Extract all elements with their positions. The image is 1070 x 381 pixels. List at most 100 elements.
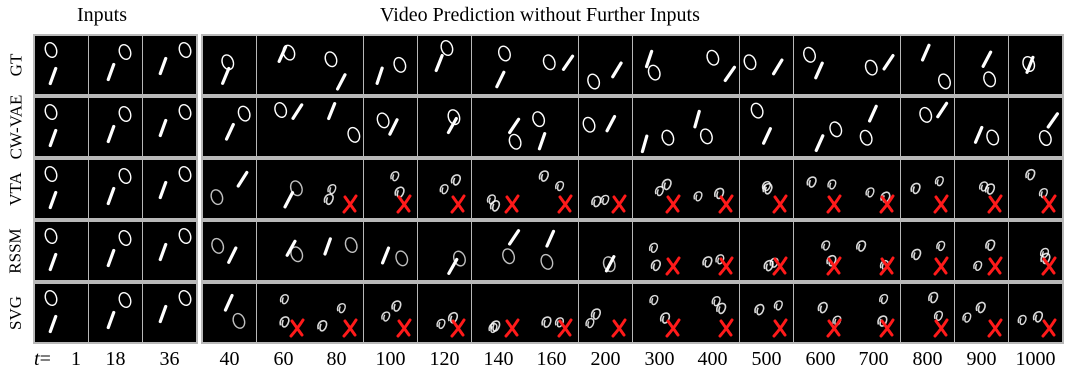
- digit-one-glyph: [981, 50, 993, 68]
- failure-cross-mark: [879, 194, 895, 214]
- frame-image: [224, 105, 251, 141]
- blurry-digit-glyph: [381, 311, 391, 322]
- digit-zero-glyph: [274, 102, 288, 119]
- digit-zero-glyph: [347, 126, 361, 143]
- digit-one-glyph: [882, 53, 895, 71]
- blurry-digit-glyph: [450, 174, 461, 186]
- blurry-digit-glyph: [538, 170, 549, 182]
- frame-cw-vae-t1000: [1009, 98, 1062, 156]
- timestep-label-80: 80: [326, 348, 347, 370]
- digit-zero-glyph: [919, 106, 933, 123]
- failure-cross-mark: [557, 194, 573, 214]
- row-label-text: SVG: [6, 295, 26, 331]
- digit-one-glyph: [283, 191, 295, 209]
- frame-gt-t900: [955, 36, 1008, 94]
- frame-cw-vae-t900: [955, 98, 1008, 156]
- row-label-text: CW-VAE: [6, 94, 26, 160]
- digit-one-glyph: [380, 246, 391, 265]
- digit-one-glyph: [285, 239, 297, 257]
- timestep-label-120: 120: [429, 348, 460, 370]
- failure-cross-mark: [396, 194, 412, 214]
- frame-svg-t300: [633, 284, 686, 342]
- frame-rssm-t800: [901, 222, 954, 280]
- frame-image: [1022, 55, 1036, 74]
- digit-zero-glyph: [211, 237, 225, 254]
- digit-one-glyph: [1046, 112, 1060, 129]
- failure-cross-mark: [611, 318, 627, 338]
- frame-rssm-t300: [633, 222, 686, 280]
- frame-gt-t100: [364, 36, 417, 94]
- frame-cw-vae-t18: [89, 98, 142, 156]
- blurry-digit-glyph: [865, 187, 875, 198]
- blurry-digit-glyph: [806, 176, 817, 188]
- frame-rssm-t400: [686, 222, 739, 280]
- blurry-digit-glyph: [489, 200, 501, 212]
- frame-svg-t40: [203, 284, 256, 342]
- frame-image: [106, 44, 132, 82]
- digit-one-glyph: [973, 125, 984, 144]
- frame-image: [277, 44, 296, 63]
- frame-image: [821, 240, 842, 276]
- digit-zero-glyph: [210, 189, 224, 206]
- frame-image: [981, 50, 997, 88]
- digit-one-glyph: [762, 127, 772, 145]
- digit-zero-glyph: [508, 133, 522, 150]
- digit-one-glyph: [158, 56, 168, 76]
- frame-image: [495, 45, 511, 89]
- frame-rssm-t36: [143, 222, 196, 280]
- digit-zero-glyph: [1038, 130, 1052, 147]
- digit-zero-glyph: [344, 236, 358, 253]
- digit-one-glyph: [446, 116, 458, 135]
- frame-image: [447, 250, 466, 275]
- digit-one-glyph: [605, 114, 617, 133]
- blurry-digit-glyph: [936, 240, 946, 252]
- frame-image: [380, 246, 409, 267]
- failure-cross-mark: [1041, 256, 1057, 276]
- digit-zero-glyph: [118, 168, 132, 184]
- frame-image: [962, 301, 1003, 338]
- blurry-digit-glyph: [973, 260, 983, 272]
- blurry-digit-glyph: [1039, 247, 1049, 259]
- digit-one-glyph: [447, 257, 459, 275]
- frame-rssm-t80: [310, 222, 363, 280]
- frame-image: [279, 294, 305, 338]
- blurry-digit-glyph: [600, 194, 610, 206]
- failure-cross-mark: [665, 318, 681, 338]
- blurry-digit-glyph: [1025, 168, 1036, 181]
- timestep-label-40: 40: [219, 348, 240, 370]
- frame-image: [285, 239, 304, 263]
- digit-one-glyph: [936, 101, 949, 119]
- frame-image: [654, 178, 681, 214]
- blurry-digit-glyph: [585, 317, 595, 329]
- frame-image: [865, 187, 895, 214]
- failure-cross-mark: [718, 318, 734, 338]
- failure-cross-mark: [772, 256, 788, 276]
- frame-image: [434, 40, 454, 73]
- frame-vta-t1000: [1009, 160, 1062, 218]
- digit-zero-glyph: [706, 49, 720, 66]
- timestep-label-140: 140: [483, 348, 514, 370]
- blurry-digit-glyph: [486, 194, 496, 205]
- failure-cross-mark: [826, 256, 842, 276]
- frame-svg-t60: [257, 284, 310, 342]
- frame-svg-t1: [35, 284, 88, 342]
- frame-rssm-t700: [847, 222, 900, 280]
- frame-svg-t900: [955, 284, 1008, 342]
- timestep-label-300: 300: [644, 348, 675, 370]
- frame-svg-t200: [579, 284, 632, 342]
- blurry-digit-glyph: [711, 296, 721, 307]
- digit-one-glyph: [224, 122, 235, 141]
- failure-cross-mark: [342, 318, 358, 338]
- frame-image: [439, 174, 466, 214]
- frame-image: [640, 129, 675, 154]
- frame-gt-t1000: [1009, 36, 1062, 94]
- digit-zero-glyph: [750, 102, 764, 119]
- digit-one-glyph: [48, 252, 58, 272]
- timestep-label-900: 900: [966, 348, 997, 370]
- digit-zero-glyph: [118, 292, 132, 308]
- failure-cross-mark: [611, 194, 627, 214]
- digit-one-glyph: [236, 170, 249, 188]
- failure-cross-mark: [772, 194, 788, 214]
- digit-zero-glyph: [602, 256, 616, 273]
- frame-image: [864, 53, 895, 76]
